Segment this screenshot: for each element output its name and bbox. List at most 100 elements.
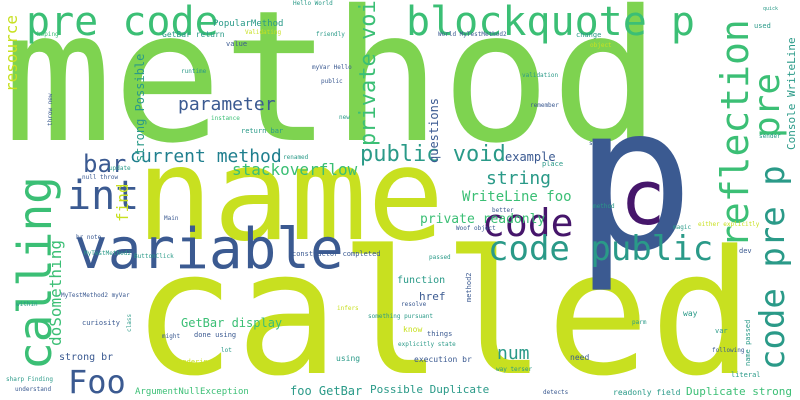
word-bar: bar xyxy=(83,150,127,178)
word-parm: parm xyxy=(632,319,647,326)
word-passed: passed xyxy=(429,254,451,261)
word-private-void: private void xyxy=(356,0,381,146)
word-readonly-field: readonly field xyxy=(613,388,681,397)
word-name-passed: name passed xyxy=(744,319,752,366)
word-see: see xyxy=(589,140,600,147)
word-code: code xyxy=(482,201,574,245)
word-strong-br: strong br xyxy=(59,352,114,363)
word-code-public: code public xyxy=(488,229,714,269)
word-find: find xyxy=(113,183,132,222)
word-way-terser: way terser xyxy=(496,366,533,373)
word-int: int xyxy=(67,173,140,219)
word-getbar-return: GetBar return xyxy=(162,30,225,39)
word-better: better xyxy=(492,207,514,214)
word-understand: understand xyxy=(15,386,52,393)
word-string: string xyxy=(486,168,552,189)
word-magic: magic xyxy=(673,224,692,231)
word-friendly: friendly xyxy=(316,31,345,38)
word-world-mytestmethod2: World MyTestMethod2 xyxy=(438,31,507,38)
word-resolve: resolve xyxy=(401,301,427,308)
word-public: public xyxy=(321,78,343,85)
word-writeline-foo: WriteLine foo xyxy=(462,189,572,205)
word-object: object xyxy=(590,42,612,49)
word-new: new xyxy=(339,114,350,121)
word-within: within xyxy=(16,301,38,308)
word-href: href xyxy=(419,290,446,303)
word-either-explicitly: either explicitly xyxy=(698,221,760,228)
word-buttonclick: ButtonClick xyxy=(134,253,174,260)
word-foo-getbar: foo GetBar xyxy=(290,384,363,398)
word-resource: resource xyxy=(2,14,21,92)
word-sender: sender xyxy=(759,133,781,140)
word-return-bar: return bar xyxy=(241,127,284,135)
word-myvar-hello: myVar Hello xyxy=(312,64,352,71)
word-main: Main xyxy=(164,215,179,222)
word-pre-code: pre code xyxy=(26,0,219,45)
word-woof-object: Woof object xyxy=(456,225,496,232)
word-remember: remember xyxy=(530,102,559,109)
word-getbar-display: GetBar display xyxy=(181,316,283,330)
word-blockquote-p: blockquote p xyxy=(406,0,695,45)
word-throw-new: throw new xyxy=(47,93,54,126)
word-method: method xyxy=(3,0,661,183)
word-hello-world: Hello World xyxy=(293,0,333,7)
word-hoping: hoping xyxy=(37,31,59,38)
word-example: example xyxy=(505,150,556,164)
word-execution-br: execution br xyxy=(414,355,472,364)
word-br-note: br note xyxy=(76,234,102,241)
word-done-using: done using xyxy=(194,331,237,339)
word-public-void: public void xyxy=(360,142,506,167)
word-infers: infers xyxy=(337,305,359,312)
word-class: class xyxy=(126,313,133,332)
word-explicitly-state: explicitly state xyxy=(398,341,456,348)
word-runtime: runtime xyxy=(181,68,207,75)
word-current-method: current method xyxy=(130,146,282,167)
word-might: might xyxy=(162,333,181,340)
word-dev: dev xyxy=(739,247,752,255)
word-validating: Validating xyxy=(245,29,282,36)
word-private-readonly: private readonly xyxy=(420,212,546,227)
word-var: var xyxy=(715,327,728,335)
word-variable: variable xyxy=(74,217,344,282)
word-renamed: renamed xyxy=(283,154,309,161)
word-null-throw: null throw xyxy=(82,174,119,181)
word-possible-duplicate: Possible Duplicate xyxy=(370,383,490,396)
word-function: function xyxy=(397,275,446,286)
word-called: called xyxy=(132,213,754,400)
word-literal: literal xyxy=(731,371,761,379)
word-value: value xyxy=(226,40,248,48)
word-name: name xyxy=(136,121,445,270)
word-method-label: method xyxy=(593,203,615,210)
word-num: num xyxy=(497,343,530,364)
word-using: using xyxy=(336,354,361,363)
word-strong-possible: strong Possible xyxy=(133,53,147,162)
word-stackoverflow: stackoverflow xyxy=(232,160,358,179)
word-instance: instance xyxy=(211,115,240,122)
word-foo: Foo xyxy=(68,363,126,400)
word-c: c xyxy=(620,153,666,242)
word-quick: quick xyxy=(763,6,779,12)
word-need: need xyxy=(570,353,590,362)
word-used: used xyxy=(754,22,771,30)
word-something-pursuant: something pursuant xyxy=(368,313,434,320)
word-code-pre-p: code pre p xyxy=(753,165,793,370)
word-lot: lot xyxy=(221,347,232,354)
word-validation: validation xyxy=(522,72,559,79)
word-duplicate-strong: Duplicate strong xyxy=(686,385,792,398)
word-following: following xyxy=(712,347,745,354)
word-parameter: parameter xyxy=(178,94,276,115)
word-things: things xyxy=(427,330,453,338)
word-detects: detects xyxy=(543,389,569,396)
word-know: know xyxy=(403,325,423,334)
word-argumentnullexception: ArgumentNullException xyxy=(135,387,249,397)
word-questions: questions xyxy=(427,97,441,163)
word-method2: method2 xyxy=(465,272,473,302)
word-curiosity: curiosity xyxy=(82,319,120,327)
word-p: p xyxy=(574,63,695,296)
word-sharp-finding: sharp Finding xyxy=(6,376,53,383)
word-change: change xyxy=(576,31,602,39)
word-constructor-completed: constructor completed xyxy=(292,250,381,258)
word-mytestmethod2-myvar: MyTestMethod2 myVar xyxy=(61,292,130,299)
word-mytestmethod2: MyTestMethod2 xyxy=(84,250,131,257)
